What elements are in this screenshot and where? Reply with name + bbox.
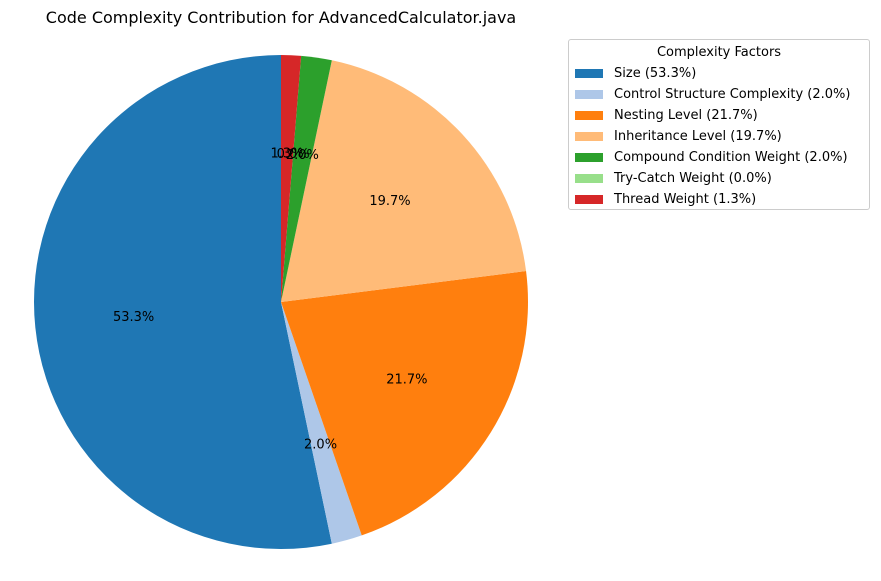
legend-item-thread-weight: Thread Weight (1.3%) (569, 189, 869, 210)
legend-label: Control Structure Complexity (2.0%) (614, 87, 851, 102)
pie-slice-control-structure-complexity (281, 302, 362, 544)
legend-item-size: Size (53.3%) (569, 63, 869, 84)
legend-items: Size (53.3%) Control Structure Complexity… (569, 63, 869, 210)
legend-swatch (575, 174, 603, 183)
legend-swatch (575, 153, 603, 162)
legend-swatch (575, 195, 603, 204)
pie-slice-thread-weight (281, 55, 302, 302)
legend-swatch (575, 132, 603, 141)
legend-label: Inheritance Level (19.7%) (614, 129, 782, 144)
pie-slice-inheritance-level (281, 60, 527, 303)
legend-item-compound-condition-weight: Compound Condition Weight (2.0%) (569, 147, 869, 168)
legend-swatch (575, 111, 603, 120)
legend-label: Thread Weight (1.3%) (614, 192, 757, 207)
legend-swatch (575, 69, 603, 78)
legend-item-control-structure-complexity: Control Structure Complexity (2.0%) (569, 84, 869, 105)
pie-slices (33, 55, 528, 550)
pie-slice-size (33, 55, 332, 550)
pie-percent-labels: 53.3%2.0%21.7%19.7%2.0%0.0%1.3% (113, 146, 428, 452)
pie-label-thread-weight: 1.3% (271, 146, 304, 161)
legend: Complexity Factors Size (53.3%) Control S… (568, 39, 870, 210)
legend-label: Size (53.3%) (614, 66, 697, 81)
pie-slice-compound-condition-weight (281, 55, 332, 302)
pie-label-compound-condition-weight: 2.0% (286, 148, 319, 163)
legend-label: Nesting Level (21.7%) (614, 108, 758, 123)
legend-title: Complexity Factors (656, 45, 782, 60)
pie-slice-nesting-level (281, 271, 528, 536)
legend-label: Try-Catch Weight (0.0%) (614, 171, 772, 186)
legend-item-try-catch-weight: Try-Catch Weight (0.0%) (569, 168, 869, 189)
pie-label-control-structure-complexity: 2.0% (304, 437, 337, 452)
chart-title: Code Complexity Contribution for Advance… (45, 8, 517, 27)
pie-label-try-catch-weight: 0.0% (277, 147, 310, 162)
pie-label-inheritance-level: 19.7% (369, 194, 410, 209)
legend-item-nesting-level: Nesting Level (21.7%) (569, 105, 869, 126)
pie-label-nesting-level: 21.7% (386, 373, 427, 388)
legend-label: Compound Condition Weight (2.0%) (614, 150, 848, 165)
pie-chart: 53.3%2.0%21.7%19.7%2.0%0.0%1.3% (33, 55, 528, 550)
legend-swatch (575, 90, 603, 99)
legend-item-inheritance-level: Inheritance Level (19.7%) (569, 126, 869, 147)
pie-label-size: 53.3% (113, 310, 154, 325)
